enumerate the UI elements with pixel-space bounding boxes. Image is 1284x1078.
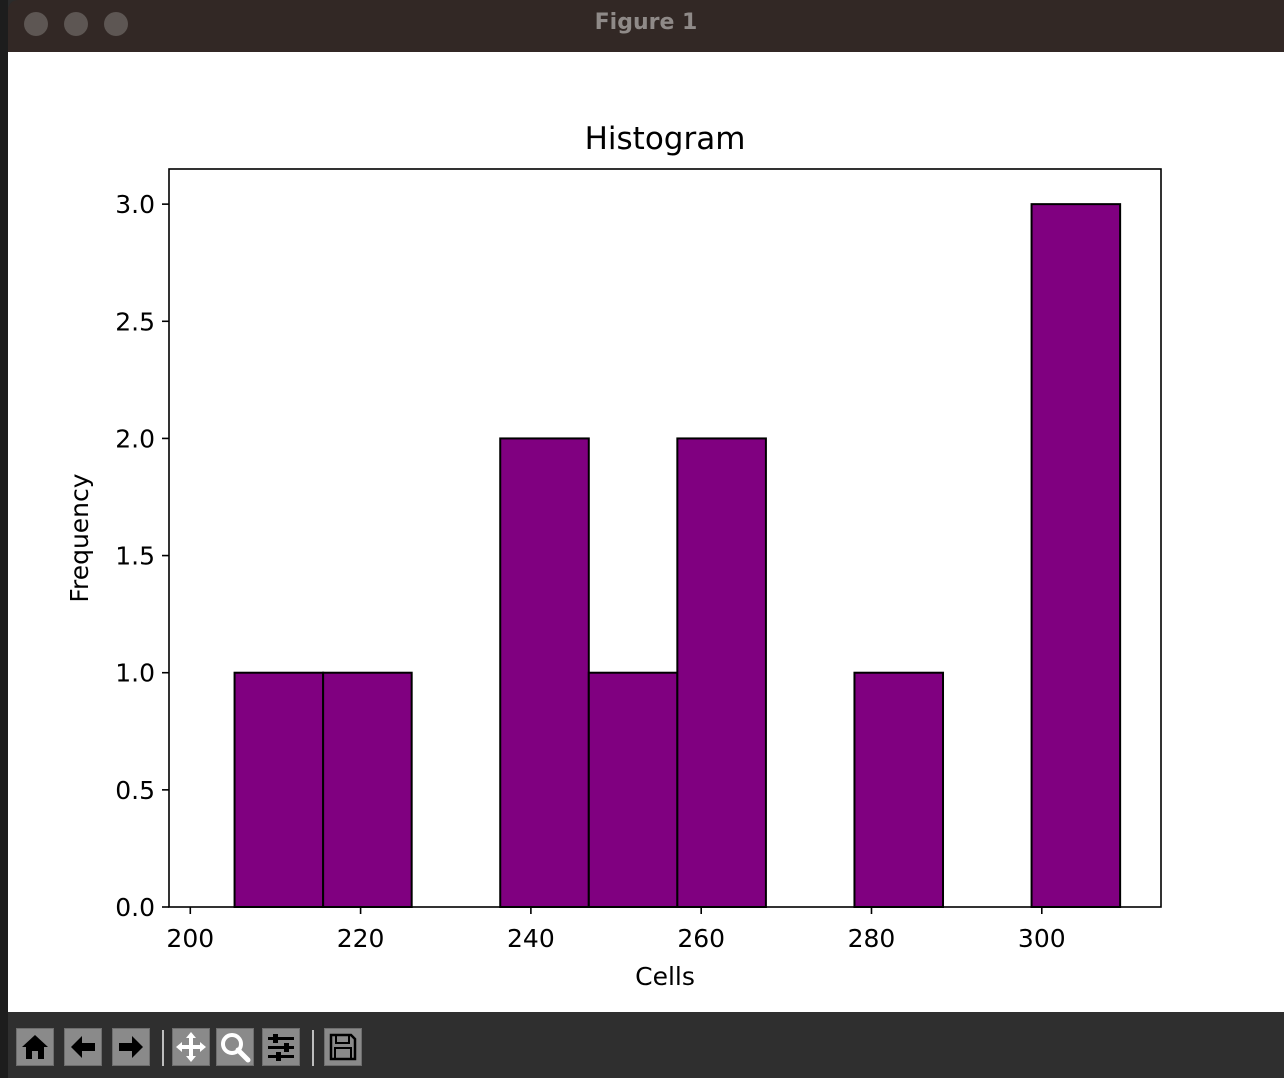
pan-icon	[176, 1032, 206, 1062]
x-tick-label: 200	[166, 924, 214, 953]
back-button[interactable]	[64, 1028, 102, 1066]
histogram-bar	[587, 671, 679, 909]
save-icon	[329, 1033, 357, 1061]
histogram-bar	[1030, 203, 1122, 908]
ticks-layer: 200 220 240 260 280 300 0.0 0.5 1.0 1.5 2.0 2.5 3.0	[115, 190, 1065, 953]
x-axis-label: Cells	[635, 962, 695, 991]
minimize-window-button[interactable]	[64, 12, 88, 36]
sliders-icon	[268, 1034, 294, 1061]
window-title: Figure 1	[594, 10, 698, 35]
histogram-bar	[233, 671, 325, 909]
toolbar-separator	[162, 1030, 164, 1066]
histogram-bar	[322, 671, 413, 909]
save-button[interactable]	[324, 1028, 362, 1066]
histogram-bar	[676, 437, 767, 908]
x-tick-label: 240	[507, 924, 555, 953]
arrow-left-icon	[71, 1036, 95, 1058]
y-tick-label: 2.0	[115, 424, 155, 453]
window-titlebar: Figure 1	[8, 0, 1284, 52]
y-tick-label: 2.5	[115, 307, 155, 336]
x-tick-label: 220	[337, 924, 385, 953]
zoom-window-button[interactable]	[104, 12, 128, 36]
y-tick-label: 1.5	[115, 542, 155, 571]
y-tick-label: 0.5	[115, 776, 155, 805]
close-window-button[interactable]	[24, 12, 48, 36]
y-tick-label: 1.0	[115, 659, 155, 688]
x-tick-label: 300	[1018, 924, 1066, 953]
histogram-bar	[499, 437, 590, 908]
toolbar-separator	[312, 1030, 314, 1066]
chart-title: Histogram	[585, 121, 746, 157]
configure-subplots-button[interactable]	[262, 1028, 300, 1066]
zoom-icon	[221, 1033, 251, 1063]
y-tick-label: 3.0	[115, 190, 155, 219]
figure-canvas[interactable]: 200 220 240 260 280 300 0.0 0.5 1.0 1.5 2.0 2.5 3.0 …	[8, 52, 1284, 1012]
forward-button[interactable]	[112, 1028, 150, 1066]
bars-layer	[233, 203, 1122, 909]
home-button[interactable]	[16, 1028, 54, 1066]
x-tick-label: 280	[848, 924, 896, 953]
y-axis-label: Frequency	[65, 473, 94, 602]
arrow-right-icon	[119, 1036, 143, 1058]
histogram-chart: 200 220 240 260 280 3000.00.51.01.52.02.53.0 …	[65, 121, 1162, 991]
pan-button[interactable]	[172, 1028, 210, 1066]
home-icon	[22, 1035, 48, 1059]
zoom-button[interactable]	[216, 1028, 254, 1066]
background-strip	[0, 0, 8, 1078]
y-tick-label: 0.0	[115, 893, 155, 922]
navigation-toolbar	[8, 1012, 1284, 1078]
histogram-bar	[853, 671, 945, 909]
x-tick-label: 260	[677, 924, 725, 953]
axes-frame	[168, 168, 1162, 908]
